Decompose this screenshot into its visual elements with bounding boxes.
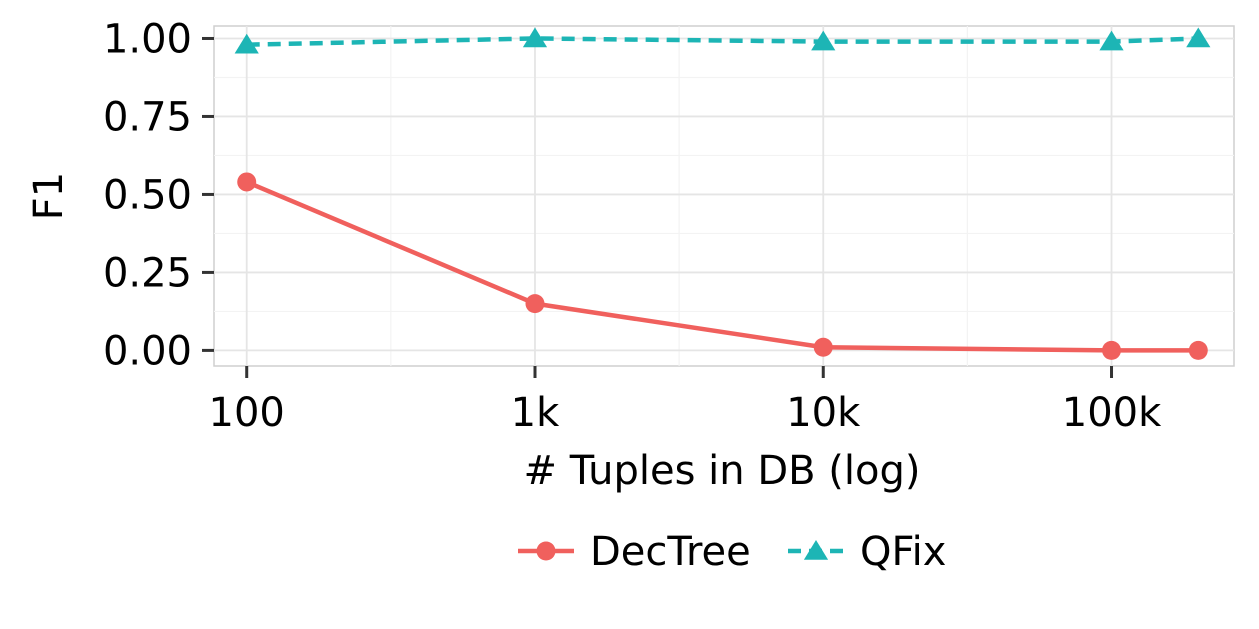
qfix-data-point	[811, 30, 836, 51]
legend: DecTree QFix	[518, 529, 946, 575]
qfix-data-point	[1099, 30, 1124, 51]
y-tick-label: 1.00	[103, 16, 192, 62]
x-tick-label: 100k	[1062, 390, 1162, 436]
legend-key-marker	[536, 541, 556, 561]
y-tick-label: 0.25	[103, 250, 192, 296]
minor-gridlines	[214, 26, 1234, 366]
plot-panel	[213, 25, 1235, 367]
y-axis-title: F1	[26, 172, 72, 220]
dectree-data-point	[1102, 340, 1122, 360]
dectree-data-point	[525, 294, 545, 314]
series-layer	[234, 27, 1211, 360]
legend-item-qfix: QFix	[788, 529, 946, 575]
y-tick-label: 0.75	[103, 94, 192, 140]
qfix-data-point	[522, 27, 548, 48]
dectree-data-point	[813, 337, 833, 357]
x-axis-title: # Tuples in DB (log)	[524, 448, 921, 494]
y-tick-label: 0.50	[103, 172, 192, 218]
legend-label: QFix	[860, 529, 946, 575]
x-tick-label: 100	[209, 390, 285, 436]
x-tick-label: 1k	[511, 390, 560, 436]
dectree-data-point	[1188, 340, 1208, 360]
y-tick-label: 0.00	[103, 328, 192, 374]
major-gridlines	[214, 26, 1234, 366]
legend-item-dectree: DecTree	[518, 529, 751, 575]
y-axis: 0.00 0.25 0.50 0.75 1.00	[103, 16, 214, 374]
x-tick-label: 10k	[786, 390, 861, 436]
legend-label: DecTree	[590, 529, 751, 575]
dectree-data-point	[237, 172, 257, 192]
qfix-data-point	[1186, 27, 1211, 48]
legend-key-marker	[803, 540, 829, 560]
qfix-data-point	[234, 33, 259, 54]
x-axis: 100 1k 10k 100k	[209, 366, 1162, 436]
